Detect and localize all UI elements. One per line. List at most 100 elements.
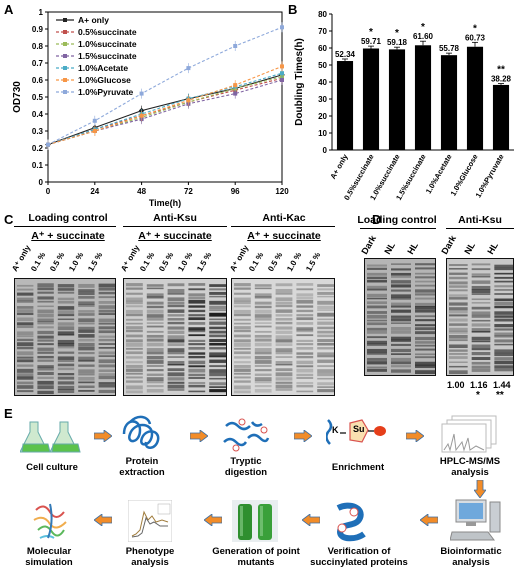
data-label: 55.78 [439, 44, 460, 53]
blot-band [37, 330, 54, 335]
blot-band [167, 350, 185, 355]
y-tick-label: 40 [318, 78, 327, 87]
blot-band [188, 296, 206, 300]
blot-band [391, 339, 411, 342]
blot-band [471, 268, 491, 271]
blot-band [367, 357, 387, 361]
blot-band [471, 275, 491, 278]
blot-band [449, 272, 468, 275]
blot-band [391, 361, 411, 365]
blot-band [317, 291, 334, 295]
blot-band [126, 322, 143, 325]
step-molecular-simulation: Molecular simulation [25, 546, 73, 568]
legend-label: 1.0%Glucose [78, 75, 131, 85]
blot-band [317, 342, 334, 346]
blot-band [78, 385, 95, 388]
blot-band [471, 368, 491, 372]
blot-band [78, 304, 95, 307]
blot-band [471, 302, 491, 304]
blot-band [78, 296, 95, 299]
blot-band [167, 343, 185, 346]
blot-band [57, 373, 75, 376]
blot-band [98, 351, 115, 355]
step-tryptic-digestion: Tryptic digestion [224, 456, 268, 478]
blot-band [471, 344, 491, 349]
lane-label: 1.0 % [285, 250, 304, 273]
blot-band [126, 300, 143, 305]
blot-anti-ksu [123, 278, 227, 396]
blot-band [17, 325, 34, 329]
significance-mark: * [473, 23, 477, 34]
blot-band [391, 353, 411, 355]
blot-band [17, 288, 34, 291]
blot-band [367, 264, 387, 267]
blot-band [449, 349, 468, 352]
blot-band [449, 314, 468, 317]
y-tick-label: 10 [318, 129, 327, 138]
blot-band [209, 300, 226, 305]
blot-band [57, 318, 75, 321]
arrow-right-icon [190, 430, 208, 442]
blot-band [296, 296, 314, 300]
blot-band [126, 351, 143, 355]
data-label: 59.18 [387, 38, 408, 47]
blot-band [317, 352, 334, 356]
blot-band [57, 334, 75, 336]
blot-band [317, 369, 334, 373]
blot-band [275, 330, 293, 334]
blot-band [37, 291, 54, 294]
blot-band [275, 301, 293, 305]
blot-band [449, 318, 468, 322]
blot-band [275, 384, 293, 389]
category-label: 1.0%Acetate [424, 153, 454, 196]
blot-band [254, 301, 272, 305]
blot-band [57, 360, 75, 362]
blot-band [126, 329, 143, 333]
blot-band [57, 346, 75, 349]
blot-band [317, 312, 334, 317]
blot-band [415, 293, 435, 296]
blot-band [275, 335, 293, 340]
y-tick-label: 80 [318, 10, 327, 19]
blot-band [167, 372, 185, 377]
blot-band [98, 364, 115, 368]
blot-band [146, 296, 164, 299]
blot-band [254, 305, 272, 309]
blot-band [167, 321, 185, 325]
blot-band [471, 340, 491, 343]
legend-label: 1.0%Acetate [78, 63, 128, 73]
legend-marker [63, 78, 67, 82]
blot-band [254, 325, 272, 328]
blot-band [234, 376, 251, 379]
blot-band [449, 327, 468, 332]
blot-band [367, 285, 387, 290]
y-tick-label: 70 [318, 27, 327, 36]
blot-band [17, 309, 34, 313]
blot-band [234, 322, 251, 325]
blot-band [317, 377, 334, 380]
blot-band [391, 365, 411, 368]
blot-band [449, 344, 468, 349]
blot-band [494, 285, 513, 288]
blot-band [275, 288, 293, 293]
blot-band [254, 351, 272, 355]
blot-band [37, 318, 54, 322]
blot-band [146, 330, 164, 333]
blot-background [232, 279, 334, 395]
blot-band [126, 368, 143, 372]
blot-band [126, 283, 143, 287]
legend-label: 0.5%succinate [78, 27, 137, 37]
blot-band [209, 321, 226, 325]
blot-band [449, 264, 468, 266]
blot-band [57, 389, 75, 394]
blot-band [317, 309, 334, 311]
blot-band [494, 311, 513, 315]
blot-band [17, 351, 34, 356]
panel-label-b: B [288, 2, 298, 17]
blot-band [254, 373, 272, 376]
bar [492, 84, 510, 150]
blot-band [296, 384, 314, 388]
blot-band [275, 292, 293, 295]
blot-band [126, 287, 143, 290]
lane-label: Dark [359, 233, 379, 256]
